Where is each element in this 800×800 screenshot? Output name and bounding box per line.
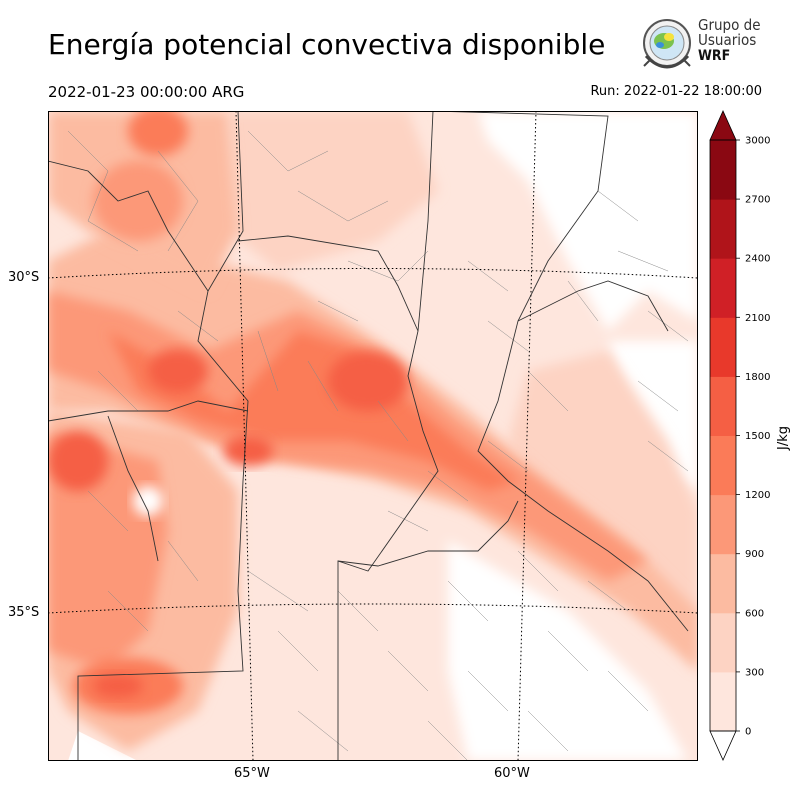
lat-label-35s: 35°S <box>8 605 40 620</box>
colorbar-swatch <box>710 317 736 377</box>
colorbar-swatch <box>710 553 736 614</box>
graticule <box>48 111 698 761</box>
cape-field <box>48 111 698 761</box>
map-title: Energía potencial convectiva disponible <box>48 28 606 61</box>
logo-line-1: Grupo de <box>698 16 761 34</box>
colorbar-swatch <box>710 435 736 496</box>
lon-label-60w: 60°W <box>494 766 530 781</box>
colorbar-swatch <box>710 258 736 318</box>
colorbar-unit: J/kg <box>776 426 791 451</box>
valid-time: 2022-01-23 00:00:00 ARG <box>48 83 245 101</box>
lon-label-65w: 65°W <box>234 766 270 781</box>
colorbar-swatch <box>710 376 736 436</box>
colorbar-tick-label: 900 <box>745 549 764 560</box>
colorbar-swatch <box>710 494 736 555</box>
colorbar-tick-label: 600 <box>745 608 764 619</box>
colorbar-ticks: 0 300 600 900 1200 1500 1800 2100 2400 2700 3000 <box>736 136 770 738</box>
colorbar-swatch <box>710 140 736 200</box>
colorbar-tick-label: 2400 <box>745 254 770 265</box>
colorbar-tick-label: 1200 <box>745 490 770 501</box>
logo-line-3: WRF <box>698 48 731 64</box>
colorbar-tick-label: 300 <box>745 667 764 678</box>
colorbar-min-arrow <box>709 730 737 761</box>
logo-line-2: Usuarios <box>698 31 757 49</box>
run-time: Run: 2022-01-22 18:00:00 <box>590 84 762 99</box>
colorbar-swatch <box>710 671 736 732</box>
colorbar-tick-label: 1800 <box>745 372 770 383</box>
lat-label-30s: 30°S <box>8 270 40 285</box>
colorbar-swatches <box>710 140 736 732</box>
globe-icon <box>643 19 691 69</box>
colorbar-tick-label: 2700 <box>745 195 770 206</box>
colorbar-swatch <box>710 612 736 673</box>
colorbar-max-arrow <box>709 110 737 141</box>
colorbar-tick-label: 1500 <box>745 431 770 442</box>
cape-map <box>48 111 698 761</box>
department-boundaries <box>67 130 689 761</box>
wrf-logo: Grupo de Usuarios WRF <box>638 16 763 74</box>
colorbar-tick-label: 3000 <box>745 136 770 147</box>
province-boundaries <box>48 111 689 761</box>
colorbar-tick-label: 0 <box>745 727 751 738</box>
colorbar-swatch <box>710 199 736 259</box>
map-frame <box>48 111 698 761</box>
colorbar-tick-label: 2100 <box>745 313 770 324</box>
colorbar: 0 300 600 900 1200 1500 1800 2100 2400 2700 3000 J… <box>709 110 791 761</box>
